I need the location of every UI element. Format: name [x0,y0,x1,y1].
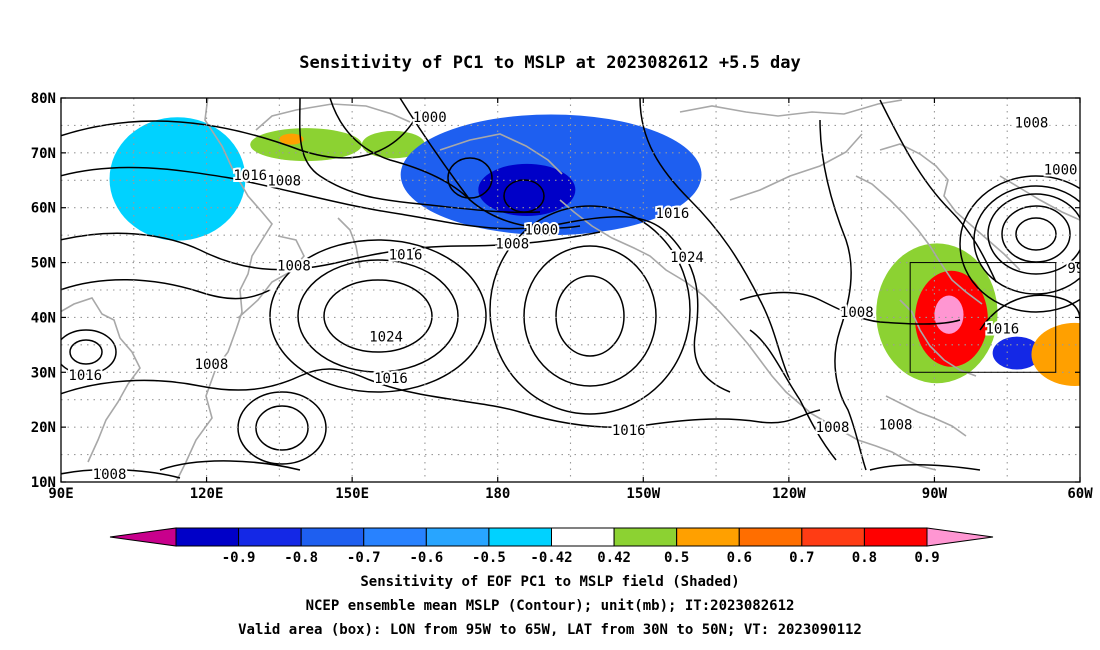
contour-label: 1008 [93,467,127,483]
colorbar-label: 0.8 [852,550,877,566]
chart-title: Sensitivity of PC1 to MSLP at 2023082612… [299,53,801,73]
y-tick-label: 50N [31,256,56,272]
contour-label: 1008 [840,305,874,321]
y-tick-label: 10N [31,475,56,491]
caption-line-2: NCEP ensemble mean MSLP (Contour); unit(… [305,598,795,614]
shaded-sensitivity-layer [109,114,1080,386]
y-tick-label: 70N [31,146,56,162]
contour-label: 1008 [816,420,850,436]
contour-label: 1008 [1015,116,1049,132]
colorbar-swatch [613,527,678,547]
axis-ticks: 90E 120E 150E 180 150W 120W 90W 60W 80N 70N 60N 50N… [31,91,1094,502]
colorbar-low-extend [109,527,177,547]
colorbar-swatch [488,527,552,547]
contour-label: 1016 [656,206,690,222]
contour-label: 1000 [413,110,447,126]
colorbar-label: 0.6 [727,550,752,566]
shaded-region [250,128,362,162]
colorbar: -0.9 -0.8 -0.7 -0.6 -0.5 -0.42 0.42 0.5 0.6 0.7 0.… [109,527,994,566]
colorbar-label: -0.7 [347,550,381,566]
mslp-contours [61,98,1080,479]
y-tick-label: 80N [31,91,56,107]
x-tick-label: 60W [1067,486,1093,502]
y-tick-label: 20N [31,420,56,436]
shaded-region [109,117,246,241]
contour-label: 1000 [525,223,559,239]
caption-line-3: Valid area (box): LON from 95W to 65W, L… [238,622,862,638]
colorbar-label: -0.6 [409,550,443,566]
contour-label: 1008 [277,258,311,274]
colorbar-swatch [738,527,803,547]
shaded-region [279,133,304,145]
x-tick-label: 180 [485,486,510,502]
contour-label: 1000 [1044,162,1078,178]
colorbar-swatch [676,527,740,547]
x-tick-label: 120E [190,486,224,502]
valid-area-box [909,262,1057,373]
contour-label: 1008 [879,417,913,433]
y-tick-label: 40N [31,310,56,326]
plot-frame [60,97,1081,483]
x-tick-label: 150E [335,486,369,502]
colorbar-label: -0.9 [222,550,256,566]
colorbar-high-extend [926,527,994,547]
contour-label: 1016 [612,423,646,439]
contour-label: 1016 [374,371,408,387]
x-tick-label: 90W [922,486,948,502]
colorbar-label: 0.5 [664,550,689,566]
colorbar-swatch [863,527,928,547]
colorbar-swatch [363,527,427,547]
caption-line-1: Sensitivity of EOF PC1 to MSLP field (Sh… [360,574,740,590]
y-tick-label: 30N [31,365,56,381]
shaded-region [478,163,576,216]
contour-label: 1016 [233,168,267,184]
colorbar-swatch [425,527,490,547]
colorbar-swatch [300,527,365,547]
contour-label: 1024 [670,250,704,266]
colorbar-swatch [238,527,302,547]
colorbar-label: 0.7 [789,550,814,566]
colorbar-label: -0.5 [472,550,506,566]
colorbar-label: -0.42 [530,550,572,566]
colorbar-swatch [551,527,615,547]
contour-label: 992 [1067,261,1092,277]
x-tick-label: 120W [772,486,806,502]
colorbar-swatch [175,527,240,547]
colorbar-label: 0.9 [914,550,939,566]
contour-label: 1016 [986,321,1020,337]
contour-label: 1008 [267,173,301,189]
x-tick-label: 90E [48,486,73,502]
colorbar-label: 0.42 [597,550,631,566]
y-tick-label: 60N [31,201,56,217]
shaded-region [934,295,964,334]
contour-label: 1016 [68,368,102,384]
contour-label: 1024 [369,330,403,346]
contour-label: 1008 [495,236,529,252]
x-tick-label: 150W [626,486,660,502]
contour-label: 1016 [389,247,423,263]
shaded-region [1031,322,1080,386]
lat-lon-grid [61,98,1080,482]
colorbar-label: -0.8 [284,550,318,566]
contour-label: 1008 [195,357,229,373]
colorbar-swatch [801,527,865,547]
